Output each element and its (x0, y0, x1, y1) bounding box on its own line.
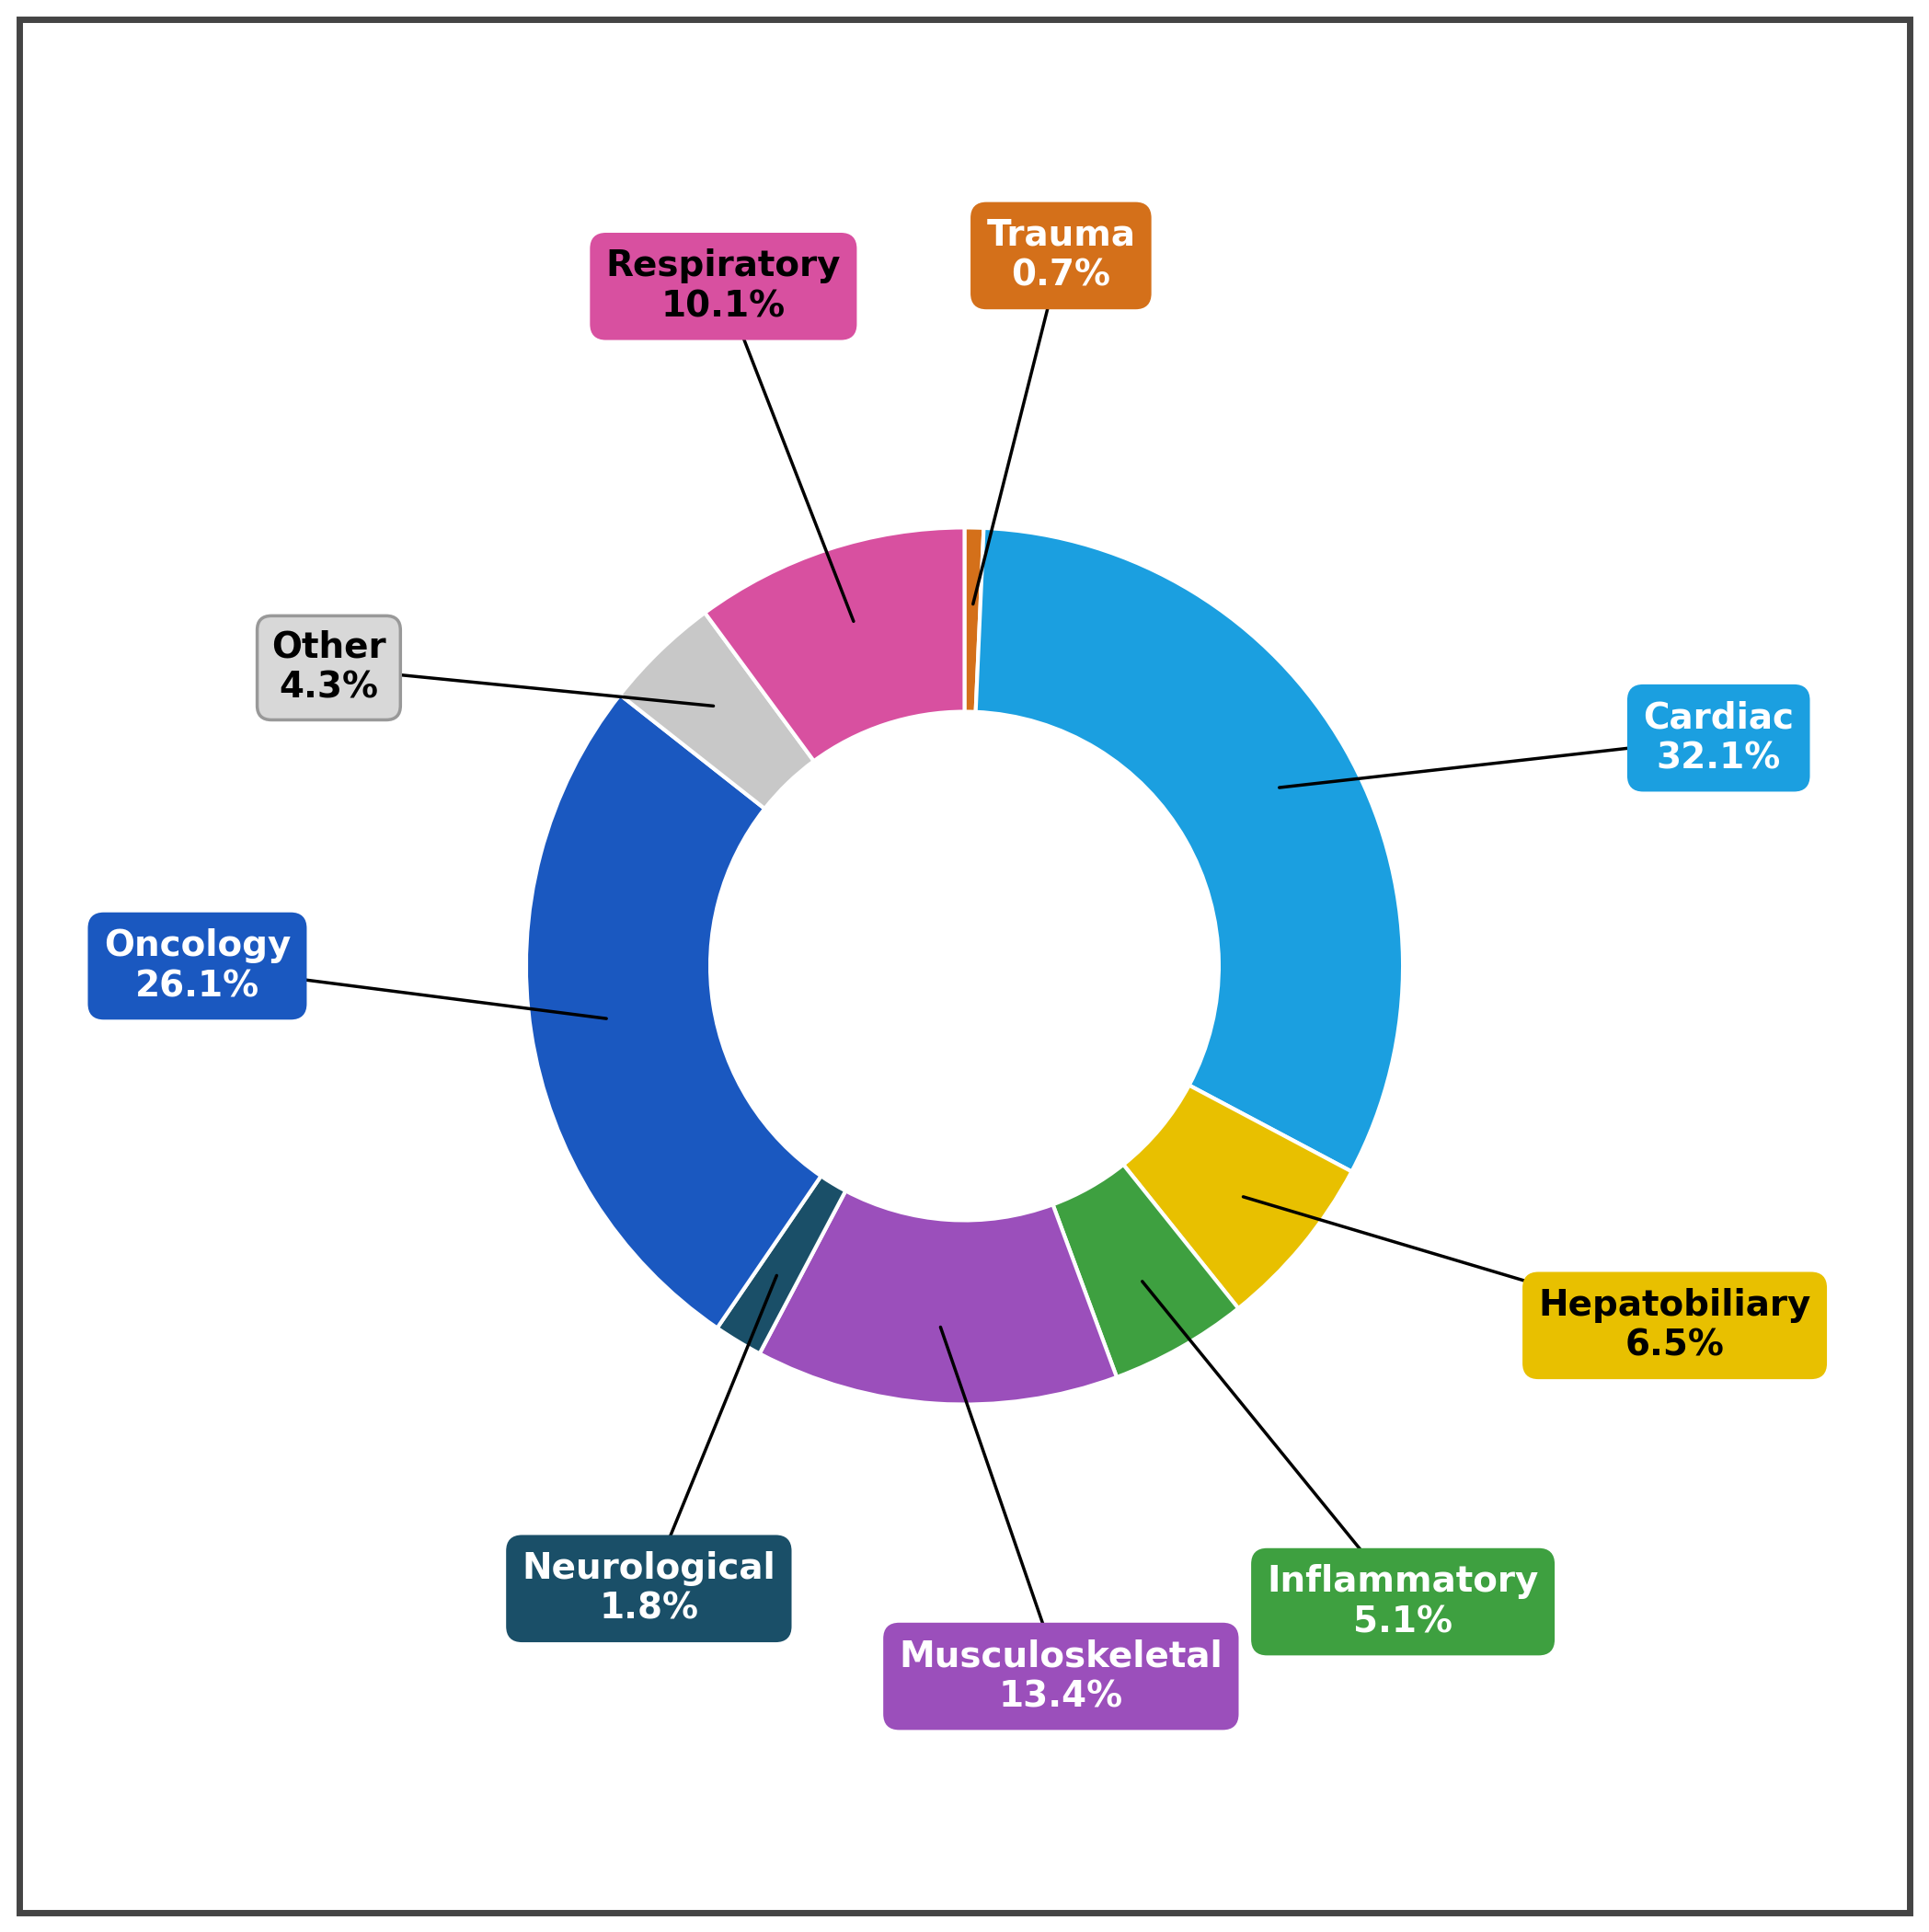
Wedge shape (964, 527, 984, 711)
Text: Neurological
1.8%: Neurological 1.8% (523, 1551, 775, 1627)
Text: Trauma
0.7%: Trauma 0.7% (986, 218, 1136, 294)
Text: Cardiac
32.1%: Cardiac 32.1% (1644, 699, 1794, 777)
Wedge shape (704, 527, 964, 761)
Text: Musculoskeletal
13.4%: Musculoskeletal 13.4% (899, 1638, 1223, 1714)
Text: Respiratory
10.1%: Respiratory 10.1% (606, 249, 841, 325)
Wedge shape (718, 1177, 845, 1354)
Text: Other
4.3%: Other 4.3% (272, 630, 386, 705)
Wedge shape (1123, 1086, 1352, 1308)
Text: Inflammatory
5.1%: Inflammatory 5.1% (1267, 1565, 1539, 1640)
Wedge shape (527, 696, 822, 1327)
Wedge shape (976, 527, 1402, 1171)
Text: Oncology
26.1%: Oncology 26.1% (104, 927, 291, 1005)
Wedge shape (760, 1190, 1117, 1405)
Text: Hepatobiliary
6.5%: Hepatobiliary 6.5% (1539, 1289, 1811, 1364)
Wedge shape (619, 612, 814, 810)
Wedge shape (1053, 1165, 1238, 1378)
